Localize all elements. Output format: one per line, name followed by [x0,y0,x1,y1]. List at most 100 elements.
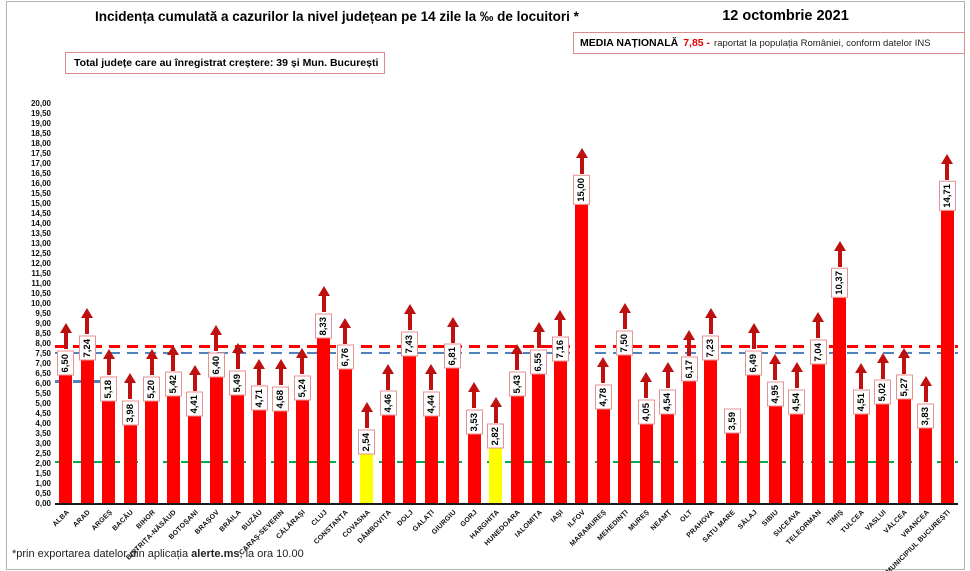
county-bar [682,379,696,503]
bar-value-label: 4,54 [659,389,677,415]
arrow-head [640,372,653,382]
county-bar [424,414,438,503]
increase-arrow-icon [188,364,201,391]
increase-arrow-icon [489,396,502,423]
y-axis-tick: 0,00 [35,498,51,508]
arrow-stem [407,314,412,331]
y-axis-tick: 9,00 [35,318,51,328]
increase-arrow-icon [145,349,158,375]
y-axis-tick: 12,00 [30,258,51,268]
growth-summary-text: Total județe care au înregistrat creșter… [74,57,379,69]
county-bar [102,399,116,503]
increase-arrow-icon [532,322,545,348]
arrow-stem [343,327,348,344]
y-axis-tick: 16,50 [30,168,51,178]
arrow-head [833,240,846,251]
arrow-stem [880,362,885,379]
arrow-head [554,309,567,320]
county-bar [317,336,331,503]
arrow-head [704,308,717,319]
increase-arrow-icon [296,348,309,375]
increase-arrow-icon [210,325,223,351]
y-axis-tick: 15,50 [30,188,51,198]
y-axis-tick: 8,50 [35,328,51,338]
report-date: 12 octombrie 2021 [722,8,849,24]
arrow-head [446,316,459,327]
arrow-head [317,286,330,297]
y-axis-tick: 13,50 [30,228,51,238]
increase-arrow-icon [81,308,94,335]
bar-value-label: 6,50 [57,350,75,375]
y-axis-tick: 5,00 [35,398,51,408]
arrow-stem [149,359,154,375]
y-axis-tick: 17,50 [30,148,51,158]
increase-arrow-icon [167,344,180,371]
bar-value-label: 5,20 [143,376,161,401]
arrow-head [941,153,954,164]
green-reference-line [55,460,958,464]
bar-value-label: 5,02 [874,380,892,405]
bar-value-label: 7,04 [809,339,827,365]
arrow-head [575,148,588,158]
arrow-stem [751,333,756,350]
footnote: *prin exportarea datelor din aplicația a… [12,548,304,560]
bar-value-label: 2,54 [358,429,376,455]
county-bar [747,373,761,503]
bar-value-label: 15,00 [573,175,591,205]
arrow-stem [816,322,821,339]
arrow-stem [450,326,455,343]
arrow-head [253,358,266,369]
y-axis-tick: 19,00 [30,118,51,128]
arrow-head [339,317,352,328]
increase-arrow-icon [382,363,395,390]
increase-arrow-icon [231,343,244,370]
arrow-stem [708,318,713,335]
bar-value-label: 3,83 [917,403,935,429]
arrow-head [683,329,696,340]
arrow-head [296,348,309,359]
increase-arrow-icon [876,352,889,379]
county-bar [231,393,245,503]
arrow-stem [85,318,90,335]
county-bar [467,432,481,503]
arrow-stem [364,412,369,429]
arrow-stem [579,158,584,174]
arrow-head [618,303,631,313]
increase-arrow-icon [274,359,287,386]
arrow-stem [106,359,111,376]
county-bar [725,431,739,503]
arrow-head [769,354,782,364]
increase-arrow-icon [102,349,115,376]
bar-value-label: 7,16 [551,337,569,362]
y-axis-tick: 7,50 [35,348,51,358]
bar-value-label: 6,81 [444,344,462,369]
arrow-head [145,349,158,359]
increase-arrow-icon [618,303,631,329]
increase-arrow-icon [919,376,932,403]
county-bar [295,398,309,503]
y-axis-tick: 10,50 [30,288,51,298]
county-bar [768,404,782,503]
increase-arrow-icon [640,372,653,398]
y-axis-tick: 20,00 [30,98,51,108]
arrow-head [231,343,244,354]
arrow-head [597,357,610,368]
y-axis-tick: 4,50 [35,408,51,418]
increase-arrow-icon [339,317,352,344]
county-bar [940,208,954,503]
increase-arrow-icon [941,153,954,180]
bar-value-label: 7,23 [702,335,720,361]
arrow-stem [687,339,692,356]
county-bar [446,366,460,503]
arrow-stem [235,353,240,370]
y-axis-tick: 8,00 [35,338,51,348]
arrow-stem [515,354,520,371]
county-bar [209,375,223,503]
county-bar [489,446,503,503]
county-bar [553,359,567,503]
county-bar [876,402,890,503]
bar-chart-plot: 20,00 19,50 19,00 18,50 18,00 17,50 17,00 16,50… [31,99,958,571]
arrow-stem [386,373,391,390]
arrow-stem [945,163,950,180]
